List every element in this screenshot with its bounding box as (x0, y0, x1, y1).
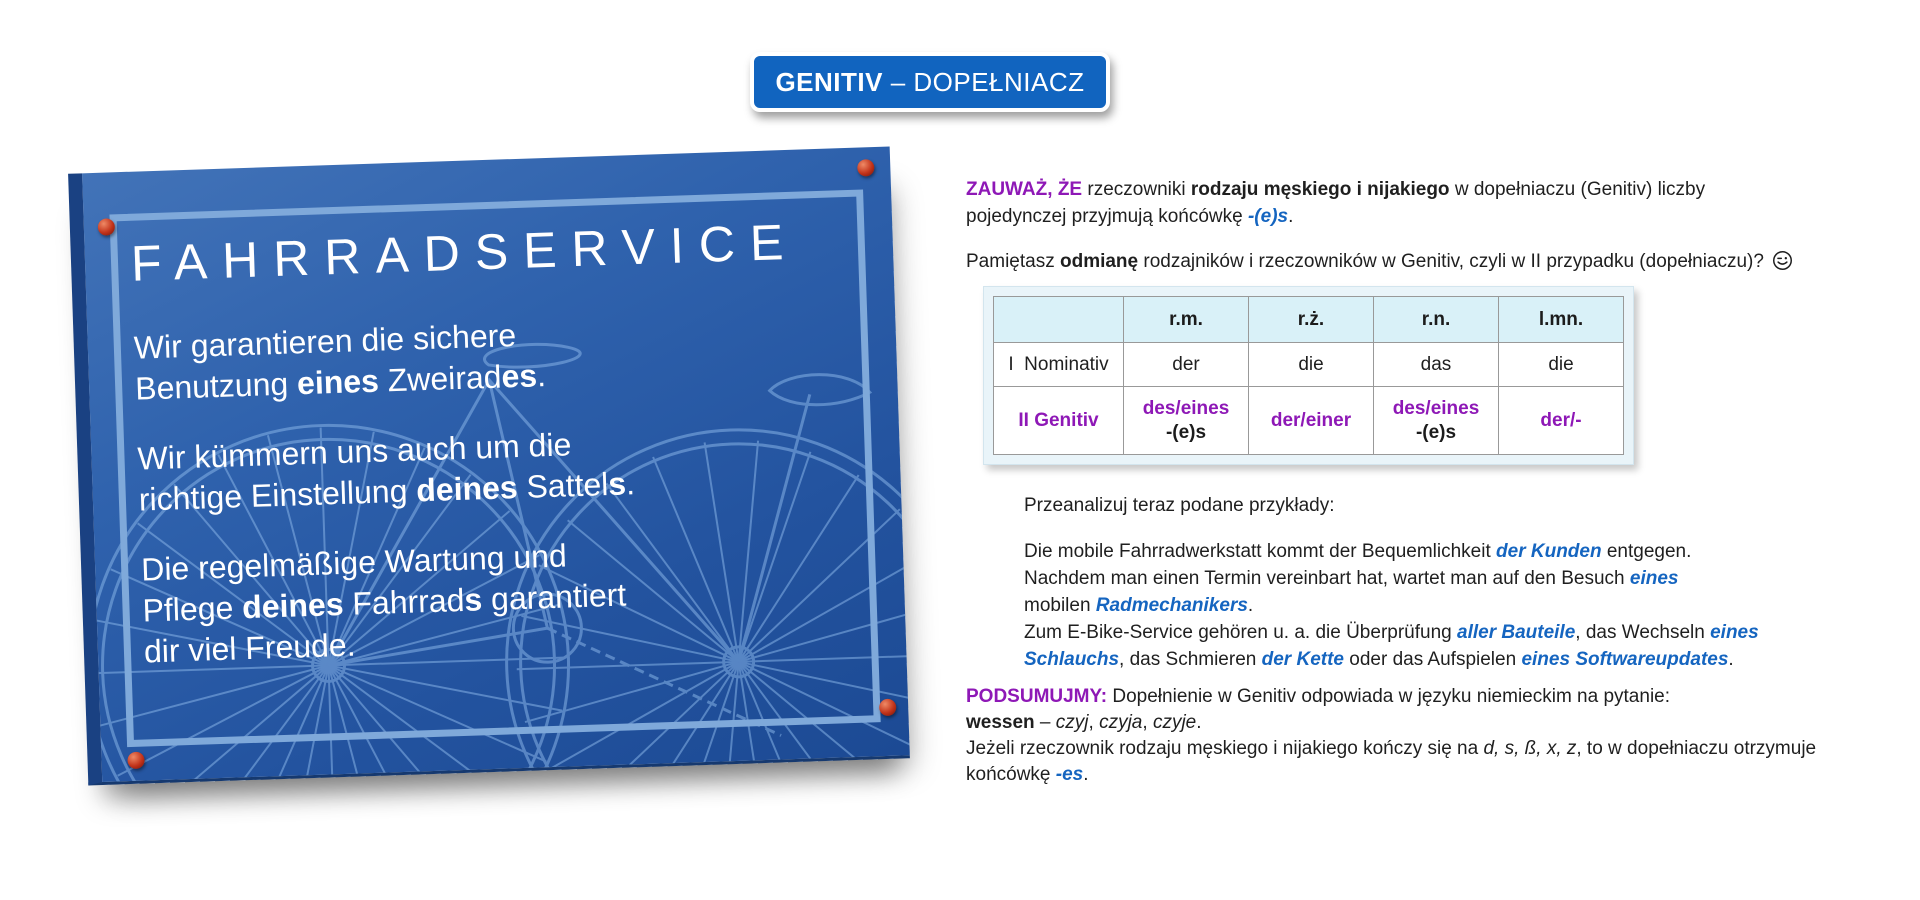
genitiv-label: II Genitiv (993, 386, 1124, 455)
header-rz: r.ż. (1248, 296, 1374, 343)
nominativ-label: I Nominativ (993, 342, 1124, 387)
grammar-table-panel: r.m. r.ż. r.n. l.mn. I Nominativ der die… (983, 286, 1634, 465)
nominativ-rz: die (1248, 342, 1374, 387)
genitiv-lmn: der/- (1498, 386, 1624, 455)
genitiv-rm: des/eines -(e)s (1123, 386, 1249, 455)
genitiv-rz: der/einer (1248, 386, 1374, 455)
badge-label: GENITIV – DOPEŁNIACZ (775, 66, 1085, 97)
header-lmn: l.mn. (1498, 296, 1624, 343)
header-empty (993, 296, 1124, 343)
wink-emoji-icon (1773, 251, 1793, 270)
examples-lead: Przeanalizuj teraz podane przykłady: (1024, 495, 1335, 516)
examples-block: Die mobile Fahrradwerkstatt kommt der Be… (1024, 541, 1759, 670)
plaque-paragraph-1: Wir garantieren die sichere Benutzung ein… (133, 317, 547, 407)
plaque-paragraph-2: Wir kümmern uns auch um die richtige Eins… (136, 426, 636, 518)
header-rn: r.n. (1373, 296, 1499, 343)
genitiv-rn: des/eines -(e)s (1373, 386, 1499, 455)
intro-paragraph-2: Pamiętasz odmianę rodzajników i rzeczown… (966, 248, 1916, 275)
fahrradservice-plaque: FAHRRADSERVICE Wir garantieren die siche… (68, 146, 910, 786)
summary-block: PODSUMUJMY: Dopełnienie w Genitiv odpowi… (966, 686, 1817, 785)
table-row-nominativ: I Nominativ der die das die (993, 342, 1624, 387)
intro-paragraph-1: ZAUWAŻ, ŻE rzeczowniki rodzaju męskiego … (966, 179, 1706, 227)
genitiv-title-badge: GENITIV – DOPEŁNIACZ (750, 52, 1110, 112)
table-header-row: r.m. r.ż. r.n. l.mn. (993, 296, 1624, 343)
intro-paragraph-2-text: Pamiętasz odmianę rodzajników i rzeczown… (966, 251, 1770, 272)
header-rm: r.m. (1123, 296, 1249, 343)
plaque-paragraph-3: Die regelmäßige Wartung und Pflege deines… (140, 537, 627, 670)
plaque-content: FAHRRADSERVICE Wir garantieren die siche… (130, 210, 877, 702)
nominativ-rm: der (1123, 342, 1249, 387)
grammar-table: r.m. r.ż. r.n. l.mn. I Nominativ der die… (993, 296, 1624, 455)
red-pin-icon (857, 159, 875, 177)
nominativ-lmn: die (1498, 342, 1624, 387)
table-row-genitiv: II Genitiv des/eines -(e)s der/einer des/… (993, 386, 1624, 455)
bicycle-line-art-icon (87, 342, 910, 786)
nominativ-rn: das (1373, 342, 1499, 387)
